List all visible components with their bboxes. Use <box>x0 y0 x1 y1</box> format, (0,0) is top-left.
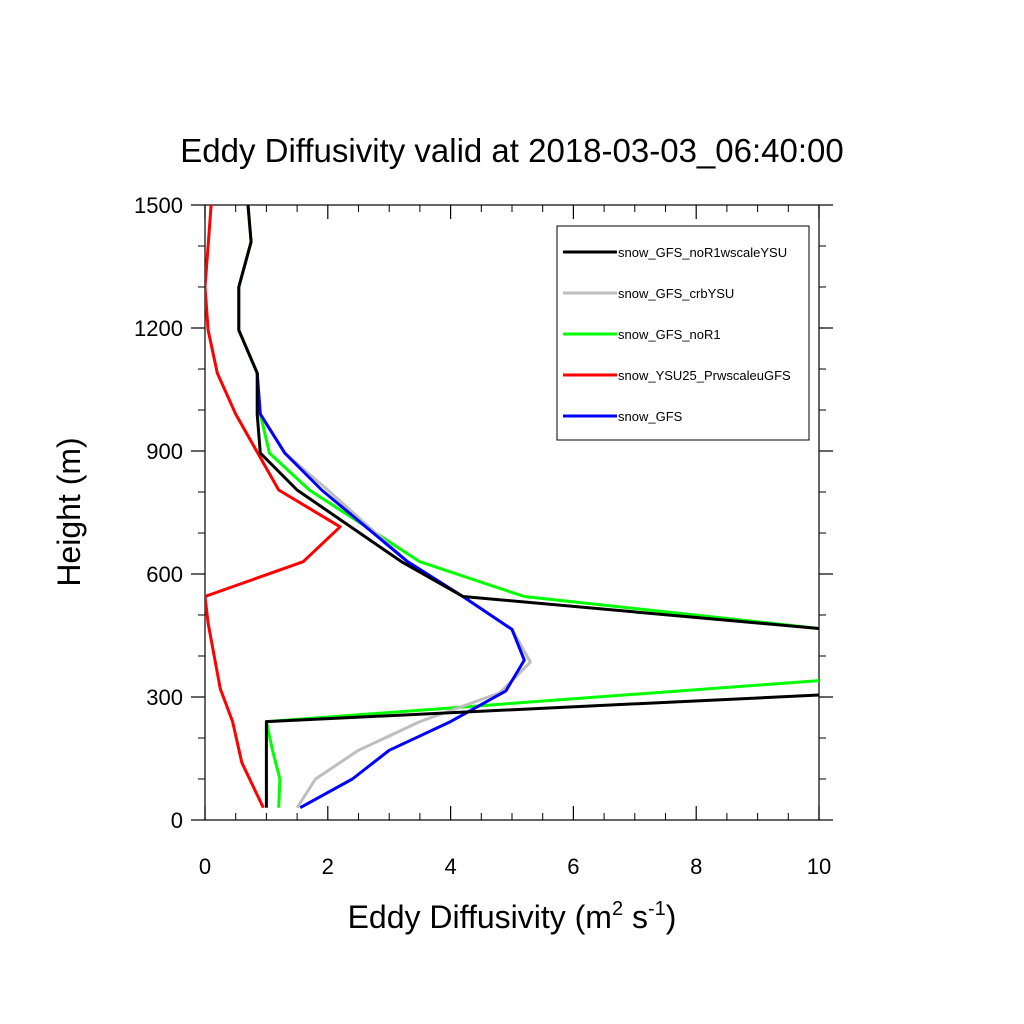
y-tick-label: 600 <box>146 562 183 587</box>
y-tick-label: 300 <box>146 685 183 710</box>
x-axis-label-base: Eddy Diffusivity (m <box>348 899 612 935</box>
x-axis-label-sup2: -1 <box>648 898 666 920</box>
x-tick-label: 4 <box>444 854 456 879</box>
y-tick-label: 900 <box>146 439 183 464</box>
legend-label: snow_GFS_noR1wscaleYSU <box>618 245 787 260</box>
y-tick-label: 0 <box>171 808 183 833</box>
y-tick-label: 1200 <box>134 316 183 341</box>
y-tick-labels: 0 300 600 900 1200 1500 <box>134 193 183 833</box>
x-axis-label-end: ) <box>666 899 677 935</box>
series-line-snow_YSU25_PrwscaleuGFS <box>205 205 342 809</box>
x-tick-label: 6 <box>567 854 579 879</box>
series-lines <box>205 205 819 810</box>
x-tick-labels: 0 2 4 6 8 10 <box>199 854 831 879</box>
chart-title: Eddy Diffusivity valid at 2018-03-03_06:… <box>180 132 843 169</box>
legend: snow_GFS_noR1wscaleYSU snow_GFS_crbYSUsno… <box>556 225 810 441</box>
axis-ticks <box>191 204 833 821</box>
legend-label: snow_YSU25_PrwscaleuGFS <box>618 368 791 383</box>
legend-label: snow_GFS_crbYSU <box>618 286 734 301</box>
y-tick-label: 1500 <box>134 193 183 218</box>
x-axis-label-mid: s <box>623 899 648 935</box>
plot-area <box>191 204 833 821</box>
series-line-snow_GFS <box>255 372 526 810</box>
x-axis-label: Eddy Diffusivity (m2 s-1) <box>348 898 677 935</box>
y-axis-label: Height (m) <box>51 437 87 586</box>
legend-label: snow_GFS <box>618 409 683 424</box>
x-tick-label: 0 <box>199 854 211 879</box>
legend-items: snow_GFS_noR1wscaleYSU snow_GFS_crbYSUsno… <box>563 245 791 424</box>
x-tick-label: 10 <box>807 854 831 879</box>
x-tick-label: 2 <box>322 854 334 879</box>
x-tick-label: 8 <box>690 854 702 879</box>
series-line-snow_GFS_noR1wscaleYSU <box>237 205 819 808</box>
legend-label: snow_GFS_noR1 <box>618 327 721 342</box>
x-axis-label-sup1: 2 <box>612 898 623 920</box>
